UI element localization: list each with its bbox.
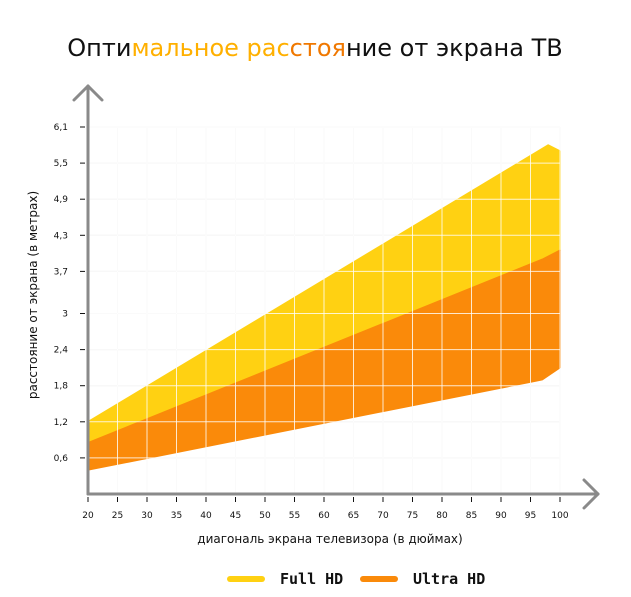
x-tick-label: 90 <box>495 511 507 521</box>
x-tick-label: 50 <box>259 511 271 521</box>
x-axis-arrow <box>582 478 600 510</box>
chart-title: Оптимальное расстояние от экрана ТВ <box>67 34 562 62</box>
y-tick-label: 0,6 <box>54 454 69 464</box>
legend-label-ultra-hd: Ultra HD <box>413 570 485 588</box>
y-tick-label: 5,5 <box>54 159 68 169</box>
tick-labels: 0,6 1,2 1,8 2,4 3 3,7 4,3 4,9 5,5 6,1 20 25 30 35 40 45… <box>54 123 569 521</box>
x-tick-label: 45 <box>230 511 241 521</box>
x-tick-label: 55 <box>289 511 300 521</box>
y-tick-label: 6,1 <box>54 123 68 133</box>
x-tick-label: 100 <box>551 511 568 521</box>
y-tick-label: 3,7 <box>54 267 68 277</box>
x-tick-label: 75 <box>407 511 418 521</box>
y-tick-label: 1,8 <box>54 382 69 392</box>
grid-overlay <box>87 126 561 494</box>
legend-label-full-hd: Full HD <box>280 570 343 588</box>
y-tick-label: 4,9 <box>54 195 69 205</box>
legend: Full HD Ultra HD <box>227 570 485 588</box>
x-tick-label: 60 <box>318 511 330 521</box>
title-segment: ние от экрана ТВ <box>346 34 563 62</box>
x-tick-label: 70 <box>377 511 389 521</box>
title-segment: рас <box>247 34 290 62</box>
y-axis-label: расстояние от экрана (в метрах) <box>26 191 40 399</box>
x-tick-label: 85 <box>466 511 477 521</box>
axes <box>72 84 600 510</box>
x-tick-label: 20 <box>82 511 94 521</box>
y-tick-label: 1,2 <box>54 418 68 428</box>
x-tick-label: 25 <box>112 511 123 521</box>
x-axis-label: диагональ экрана телевизора (в дюймах) <box>197 532 462 546</box>
x-tick-label: 65 <box>348 511 359 521</box>
title-segment: Опти <box>67 34 131 62</box>
y-tick-label: 2,4 <box>54 346 69 356</box>
title-segment: мальное <box>131 34 238 62</box>
x-tick-label: 40 <box>200 511 212 521</box>
title-segment <box>239 34 247 62</box>
x-tick-label: 30 <box>141 511 153 521</box>
y-axis-arrow <box>72 84 104 102</box>
y-tick-label: 4,3 <box>54 231 68 241</box>
x-tick-label: 95 <box>525 511 536 521</box>
x-tick-label: 35 <box>171 511 182 521</box>
x-tick-label: 80 <box>436 511 448 521</box>
title-segment: стоя <box>290 34 346 62</box>
y-tick-label: 3 <box>62 310 68 320</box>
